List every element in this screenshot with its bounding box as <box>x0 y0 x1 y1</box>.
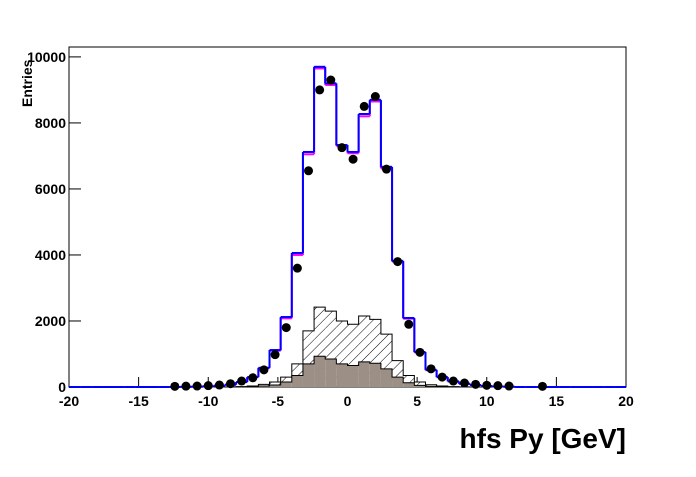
data-point <box>226 379 235 388</box>
y-tick-label: 2000 <box>35 313 66 329</box>
data-point <box>282 323 291 332</box>
y-tick-label: 8000 <box>35 115 66 131</box>
y-tick-label: 10000 <box>27 49 66 65</box>
filled-bar <box>325 359 336 387</box>
x-tick-label: -10 <box>198 393 218 409</box>
data-point <box>460 379 469 388</box>
x-tick-label: -15 <box>129 393 149 409</box>
data-point <box>493 381 502 390</box>
data-point <box>427 364 436 373</box>
filled-bar <box>303 364 314 387</box>
data-point <box>315 85 324 94</box>
y-tick-label: 4000 <box>35 247 66 263</box>
filled-bar <box>370 363 381 387</box>
data-point <box>326 76 335 85</box>
filled-bar <box>359 362 370 387</box>
data-point <box>449 377 458 386</box>
filled-bar <box>281 382 292 387</box>
x-tick-label: 0 <box>344 393 352 409</box>
filled-bar <box>292 375 303 387</box>
data-point <box>271 350 280 359</box>
data-point <box>181 382 190 391</box>
data-point <box>304 166 313 175</box>
data-point <box>371 92 380 101</box>
data-point <box>382 165 391 174</box>
x-tick-label: 5 <box>413 393 421 409</box>
y-axis-label: Entries <box>19 59 35 107</box>
data-point <box>482 381 491 390</box>
data-point <box>393 257 402 266</box>
data-point <box>293 264 302 273</box>
data-point <box>193 382 202 391</box>
data-point <box>505 382 514 391</box>
data-point <box>170 382 179 391</box>
filled-bar <box>314 356 325 387</box>
data-point <box>360 102 369 111</box>
data-point <box>404 320 413 329</box>
filled-bar <box>348 366 359 387</box>
filled-bar <box>336 364 347 387</box>
filled-bar <box>381 369 392 387</box>
y-tick-label: 6000 <box>35 181 66 197</box>
x-tick-label: 15 <box>549 393 565 409</box>
data-point <box>248 373 257 382</box>
x-tick-label: -5 <box>272 393 285 409</box>
data-point <box>349 155 358 164</box>
data-point <box>471 380 480 389</box>
x-tick-label: 10 <box>479 393 495 409</box>
data-point <box>215 381 224 390</box>
filled-bar <box>392 377 403 387</box>
data-point <box>337 143 346 152</box>
data-point <box>204 381 213 390</box>
data-point <box>438 373 447 382</box>
x-tick-label: -20 <box>59 393 79 409</box>
x-axis-label: hfs Py [GeV] <box>460 423 626 454</box>
data-point <box>237 377 246 386</box>
data-point <box>259 365 268 374</box>
data-point <box>415 348 424 357</box>
data-point <box>538 382 547 391</box>
x-tick-label: 20 <box>618 393 634 409</box>
filled-bar <box>403 383 414 387</box>
